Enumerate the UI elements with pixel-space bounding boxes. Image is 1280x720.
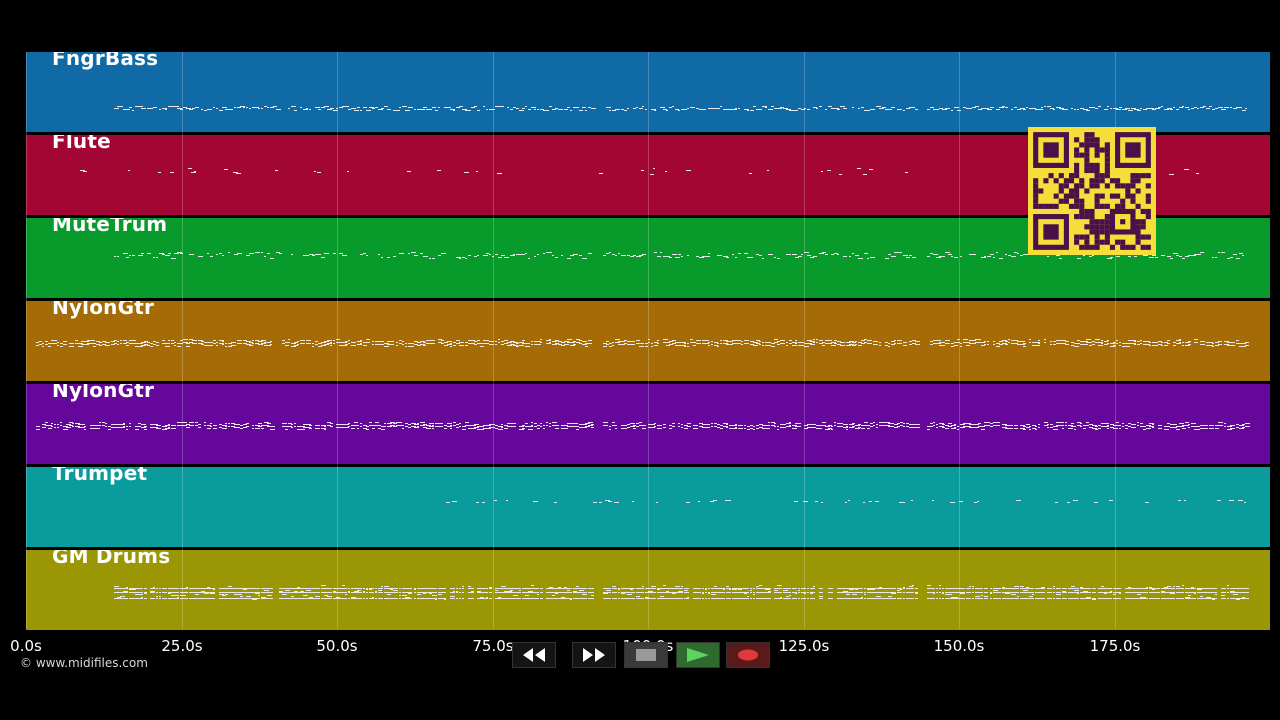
grid-line (26, 52, 27, 629)
qr-code-icon (1028, 127, 1156, 255)
stop-icon (636, 649, 656, 661)
record-button[interactable] (726, 642, 770, 668)
time-tick-label: 150.0s (933, 637, 985, 655)
track-name: GM Drums (52, 550, 171, 568)
track-lane: GM Drums (26, 550, 1270, 630)
grid-line (804, 52, 805, 629)
track-name: Trumpet (52, 467, 148, 485)
grid-line (337, 52, 338, 629)
grid-line (493, 52, 494, 629)
play-icon (687, 648, 709, 662)
grid-line (182, 52, 183, 629)
time-tick-label: 125.0s (778, 637, 830, 655)
track-name: NylonGtr (52, 384, 155, 402)
track-lane: FngrBass (26, 52, 1270, 132)
track-notes (26, 467, 1270, 547)
track-lane: Trumpet (26, 467, 1270, 547)
track-lane: NylonGtr (26, 384, 1270, 464)
grid-line (1115, 52, 1116, 629)
track-notes (26, 301, 1270, 381)
grid-line (959, 52, 960, 629)
play-button[interactable] (676, 642, 720, 668)
grid-line (648, 52, 649, 629)
rewind-icon (523, 648, 545, 662)
record-icon (738, 649, 758, 661)
fast-forward-button[interactable] (572, 642, 616, 668)
time-tick-label: 25.0s (161, 637, 203, 655)
rewind-button[interactable] (512, 642, 556, 668)
track-name: FngrBass (52, 52, 159, 70)
track-name: NylonGtr (52, 301, 155, 319)
time-tick-label: 75.0s (472, 637, 514, 655)
track-notes (26, 52, 1270, 132)
time-tick-label: 50.0s (316, 637, 358, 655)
track-lane: NylonGtr (26, 301, 1270, 381)
track-notes (26, 384, 1270, 464)
time-tick-label: 0.0s (10, 637, 42, 655)
time-tick-label: 175.0s (1089, 637, 1141, 655)
stop-button[interactable] (624, 642, 668, 668)
copyright-text: © www.midifiles.com (20, 656, 148, 670)
track-name: Flute (52, 135, 111, 153)
track-name: MuteTrum (52, 218, 168, 236)
track-notes (26, 550, 1270, 630)
transport-controls (512, 642, 770, 668)
fast-forward-icon (583, 648, 605, 662)
